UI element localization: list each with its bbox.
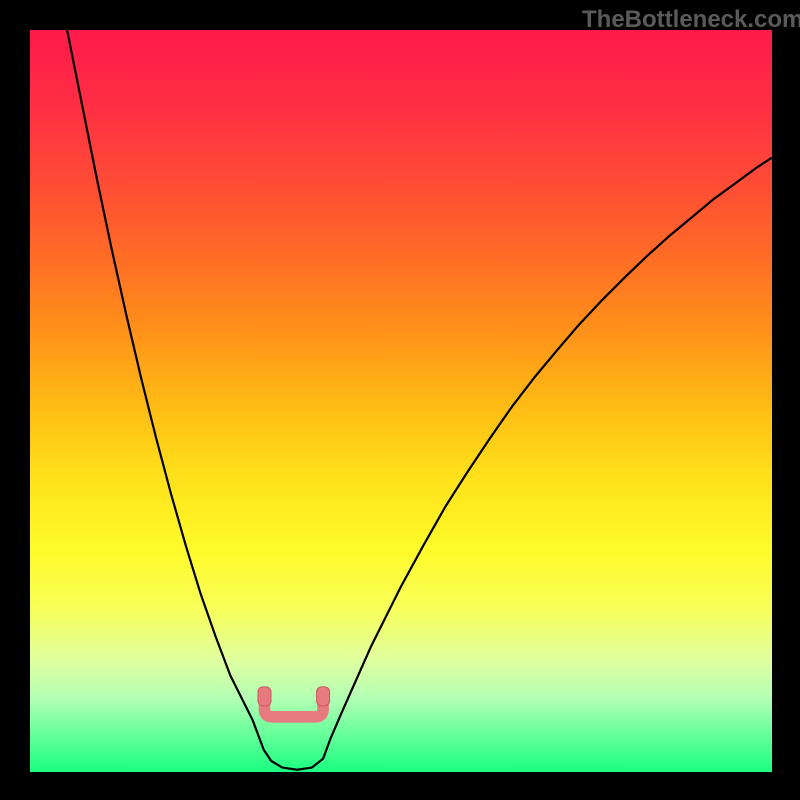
curve-marker <box>258 687 271 706</box>
watermark-text: TheBottleneck.com <box>582 6 800 34</box>
curve-marker <box>317 687 330 706</box>
gradient-background <box>30 30 772 772</box>
chart-container: TheBottleneck.com <box>0 0 800 800</box>
bottleneck-curve-chart <box>30 30 772 772</box>
plot-area <box>30 30 772 772</box>
